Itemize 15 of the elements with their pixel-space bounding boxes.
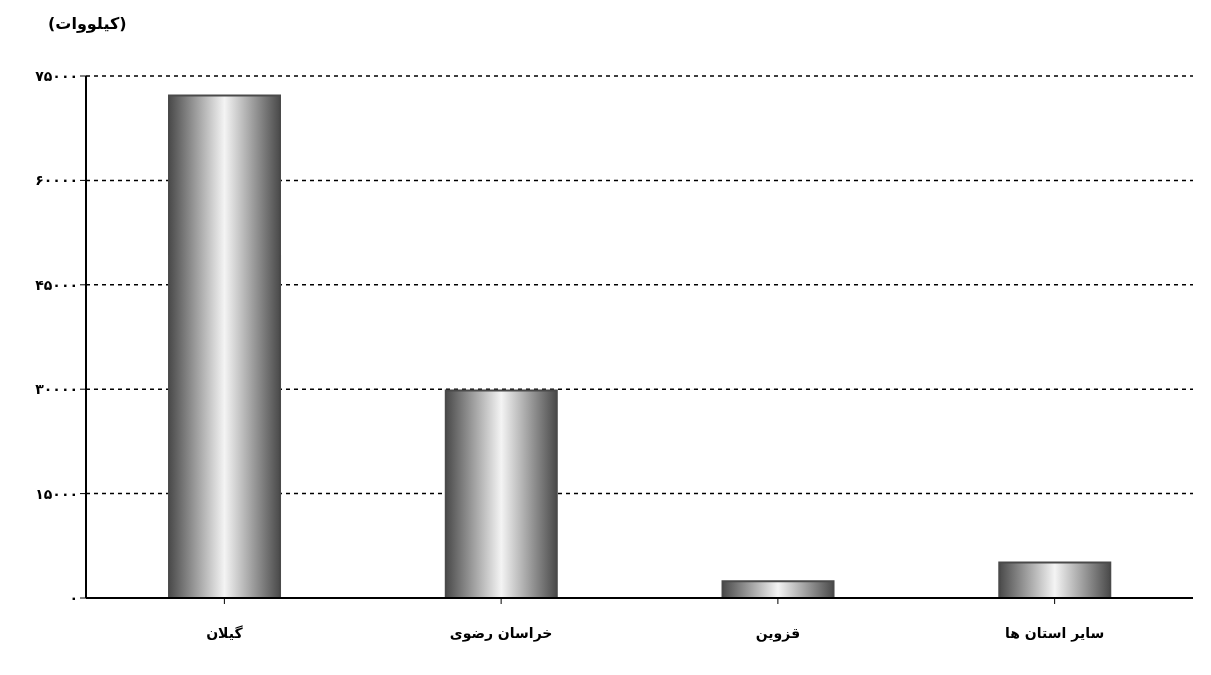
- x-tick-label: قزوین: [755, 624, 801, 642]
- bar: [998, 561, 1112, 598]
- x-tick-label: گیلان: [206, 624, 244, 641]
- y-tick-label: ۳۰۰۰۰: [35, 381, 78, 398]
- y-tick-label: ۶۰۰۰۰: [35, 172, 78, 189]
- x-tick-label: خراسان رضوی: [449, 624, 553, 642]
- y-tick-label: ۴۵۰۰۰: [35, 276, 78, 293]
- y-tick-label: ۰: [69, 589, 78, 606]
- bar: [721, 580, 835, 598]
- y-tick-label: ۱۵۰۰۰: [35, 485, 78, 502]
- x-tick-label: سایر استان ها: [1005, 624, 1105, 642]
- y-tick-label: ۷۵۰۰۰: [35, 67, 78, 84]
- y-axis-title: (کیلووات): [48, 14, 127, 33]
- bar: [444, 389, 558, 598]
- bar: [168, 94, 282, 598]
